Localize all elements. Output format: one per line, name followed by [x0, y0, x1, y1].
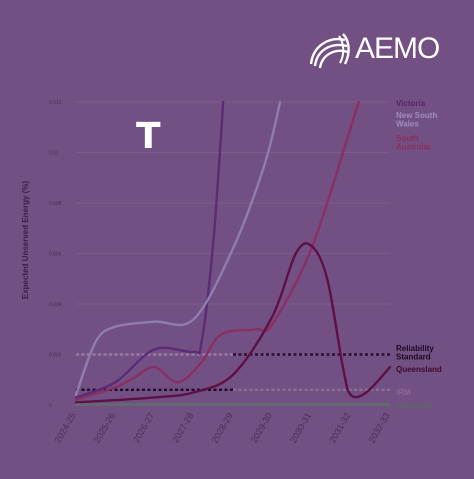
y-tick-label: 0.004	[49, 302, 62, 308]
aemo-swirl-icon	[309, 33, 350, 69]
x-tick-label: 2027-28	[170, 411, 195, 445]
x-tick-label: 2024-25	[53, 411, 78, 445]
reference-lines	[76, 353, 390, 392]
aemo-logo: AEMO	[303, 28, 453, 76]
legend-label-reliability: Reliability Standard	[396, 344, 434, 362]
legend-label-tasmania: Tasmania	[396, 401, 433, 410]
x-tick-label: 2031-32	[327, 411, 352, 445]
y-axis-label: Expected Unserved Energy (%)	[21, 181, 30, 300]
brand-name: AEMO	[355, 32, 440, 65]
series-line-queensland	[74, 242, 392, 404]
x-tick-label: 2026-27	[131, 411, 156, 445]
series-line-victoria	[74, 100, 225, 399]
y-tick-label: 0	[49, 403, 52, 409]
legend-label-nsw: New South Wales	[396, 111, 437, 129]
x-tick-label: 2025-26	[92, 411, 117, 445]
x-tick-labels: 2024-25 2025-26 2026-27 2027-28 2028-29 2029-…	[53, 411, 392, 445]
y-tick-label: 0.012	[49, 100, 62, 106]
overlay-letter: T	[136, 116, 161, 157]
legend-label-irm: IRM	[396, 388, 411, 397]
legend-label-south-australia: South Australia	[396, 134, 431, 152]
series-layer	[74, 100, 392, 406]
y-tick-label: 0.008	[49, 201, 62, 207]
legend: Victoria New South Wales South Australia Reli…	[396, 99, 442, 410]
legend-label-victoria: Victoria	[396, 99, 426, 108]
grid-layer	[76, 101, 390, 406]
y-tick-label: 0.01	[49, 151, 59, 157]
y-tick-label: 0.002	[49, 353, 62, 359]
legend-label-queensland: Queensland	[396, 365, 442, 374]
x-tick-label: 2032-33	[367, 411, 392, 445]
y-tick-label: 0.006	[49, 252, 62, 258]
x-tick-label: 2030-31	[288, 411, 313, 445]
x-tick-label: 2028-29	[210, 411, 235, 445]
series-line-new-south-wales	[74, 100, 282, 397]
x-tick-label: 2029-30	[249, 411, 274, 445]
series-line-south-australia	[74, 100, 360, 402]
y-tick-labels: 0 0.002 0.004 0.006 0.008 0.01 0.012	[49, 100, 62, 409]
